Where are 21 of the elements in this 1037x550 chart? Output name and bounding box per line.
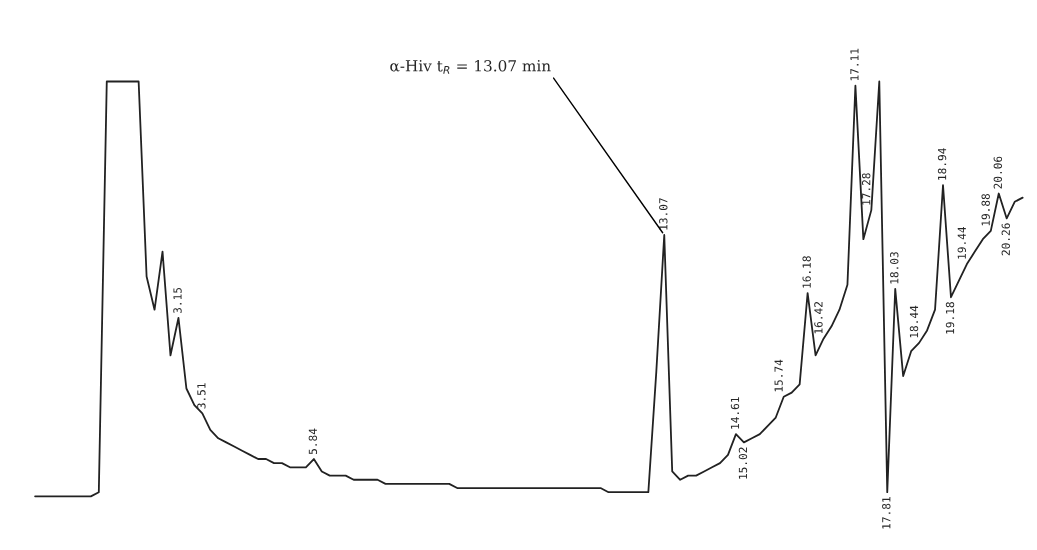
text: α-Hiv t$_{R}$ = 13.07 min [390, 60, 551, 74]
annotation: 19.44 [957, 226, 966, 259]
annotation: 14.61 [730, 397, 740, 429]
annotation: 17.28 [862, 173, 871, 205]
annotation: 15.74 [774, 359, 783, 392]
annotation: 19.18 [945, 302, 955, 334]
annotation: 5.84 [308, 428, 318, 455]
annotation: 17.81 [882, 497, 891, 529]
annotation: 19.88 [981, 193, 990, 226]
annotation: 16.18 [802, 256, 811, 288]
annotation: 18.94 [937, 148, 947, 180]
annotation: 3.15 [173, 287, 182, 314]
annotation: 18.44 [909, 305, 919, 338]
annotation: 20.06 [993, 156, 1003, 189]
annotation: 13.07 [659, 198, 668, 230]
annotation: 15.02 [738, 447, 748, 479]
annotation: 20.26 [1001, 223, 1010, 256]
annotation: 18.03 [890, 252, 899, 284]
annotation: 3.51 [197, 383, 206, 409]
annotation: 17.11 [850, 48, 859, 81]
annotation: 16.42 [814, 302, 823, 334]
